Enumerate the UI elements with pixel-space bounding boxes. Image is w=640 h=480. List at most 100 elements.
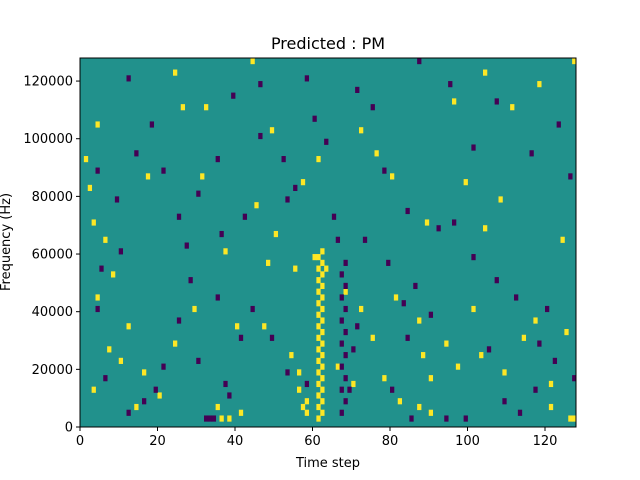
heatmap-cell-low — [161, 167, 166, 174]
heatmap-cell-low — [250, 305, 255, 313]
heatmap-cell-low — [517, 409, 523, 416]
heatmap-cell-high — [95, 121, 100, 128]
y-axis: 0 20000 40000 60000 80000 100000 120000 — [23, 75, 80, 436]
heatmap-cell-low — [227, 392, 232, 399]
heatmap-cell-high — [304, 409, 310, 416]
heatmap-cell-high — [316, 300, 321, 307]
heatmap-cell-high — [359, 127, 364, 134]
heatmap-cell-high — [316, 369, 321, 376]
heatmap-cell-high — [107, 346, 112, 353]
heatmap-cell-high — [238, 409, 244, 416]
heatmap-cell-high — [91, 386, 96, 393]
heatmap-cell-low — [95, 167, 100, 174]
heatmap-cell-low — [339, 317, 344, 324]
heatmap-cell-low — [370, 104, 375, 111]
heatmap-cell-high — [359, 305, 364, 313]
heatmap-cell-low — [351, 346, 356, 353]
heatmap-cell-low — [231, 92, 236, 99]
heatmap-cells — [80, 58, 577, 427]
heatmap-cell-high — [320, 409, 325, 416]
heatmap-cell-high — [382, 375, 387, 382]
heatmap-cell-high — [320, 375, 325, 382]
heatmap-cell-low — [339, 363, 344, 370]
heatmap-cell-high — [316, 277, 321, 284]
heatmap-cell-high — [370, 334, 375, 341]
heatmap-cell-low — [343, 282, 348, 290]
heatmap-cell-low — [436, 225, 441, 232]
heatmap-cell-high — [300, 179, 306, 186]
heatmap-cell-low — [335, 236, 341, 243]
heatmap-background — [80, 58, 576, 427]
heatmap-cell-high — [266, 259, 271, 266]
heatmap-cell-high — [320, 271, 325, 278]
heatmap-cell-high — [316, 288, 321, 295]
heatmap-cell-high — [320, 248, 325, 255]
heatmap-cell-low — [207, 415, 213, 422]
heatmap-cell-high — [320, 259, 325, 266]
heatmap-cell-high — [293, 265, 298, 272]
heatmap-cell-high — [289, 352, 294, 359]
heatmap-cell-low — [142, 398, 147, 405]
heatmap-cell-high — [320, 328, 325, 336]
x-tick-label: 40 — [227, 434, 244, 449]
heatmap-cell-high — [343, 288, 348, 295]
heatmap-cell-high — [316, 323, 321, 330]
heatmap-cell-high — [300, 403, 306, 411]
heatmap-cell-high — [498, 196, 503, 203]
heatmap-cell-high — [83, 156, 89, 163]
y-tick-label: 80000 — [32, 190, 73, 205]
y-tick-label: 100000 — [23, 132, 73, 147]
heatmap-cell-high — [479, 352, 484, 359]
heatmap-cell-low — [494, 98, 499, 105]
heatmap-cell-low — [126, 75, 131, 82]
heatmap-cell-low — [285, 369, 290, 376]
x-tick-label: 20 — [149, 434, 166, 449]
heatmap-cell-high — [537, 81, 542, 88]
heatmap-cell-high — [320, 340, 325, 347]
y-tick-label: 20000 — [32, 363, 73, 378]
heatmap-cell-low — [339, 386, 344, 393]
heatmap-cell-low — [118, 248, 124, 255]
heatmap-cell-high — [316, 392, 321, 399]
heatmap-cell-high — [320, 317, 325, 324]
heatmap-cell-high — [533, 317, 538, 324]
heatmap-cell-low — [409, 415, 414, 422]
heatmap-cell-low — [204, 415, 209, 422]
heatmap-cell-low — [572, 375, 577, 382]
x-axis-label: Time step — [295, 456, 360, 471]
heatmap-cell-low — [339, 340, 344, 347]
heatmap-cell-high — [316, 311, 321, 318]
heatmap-cell-low — [176, 317, 182, 324]
heatmap-cell-low — [343, 259, 348, 266]
heatmap-cell-low — [405, 334, 410, 341]
heatmap-cell-low — [258, 81, 263, 88]
heatmap-cell-low — [382, 167, 387, 174]
heatmap-cell-high — [145, 173, 151, 180]
heatmap-cell-low — [153, 386, 158, 393]
heatmap-cell-low — [413, 282, 418, 290]
heatmap-cell-high — [297, 386, 302, 393]
heatmap-cell-low — [343, 305, 348, 313]
heatmap-cell-high — [483, 69, 488, 76]
heatmap-cell-high — [320, 386, 325, 393]
heatmap-cell-high — [335, 363, 341, 370]
heatmap-cell-low — [339, 271, 344, 278]
heatmap-cell-low — [149, 121, 155, 128]
heatmap-cell-low — [448, 81, 453, 88]
heatmap-cell-high — [320, 305, 325, 313]
heatmap-cell-high — [180, 104, 186, 111]
heatmap-cell-high — [223, 248, 228, 255]
heatmap-cell-high — [324, 265, 329, 272]
heatmap-cell-high — [157, 392, 162, 399]
heatmap-cell-high — [320, 352, 325, 359]
y-tick-label: 40000 — [32, 305, 73, 320]
heatmap-cell-low — [324, 138, 329, 145]
heatmap-cell-low — [343, 398, 348, 405]
heatmap-cell-low — [285, 196, 290, 203]
heatmap-cell-high — [91, 219, 96, 226]
heatmap-cell-high — [227, 415, 232, 422]
heatmap-cell-high — [215, 403, 220, 411]
heatmap-cell-high — [424, 219, 430, 226]
plot-frame — [79, 57, 577, 428]
